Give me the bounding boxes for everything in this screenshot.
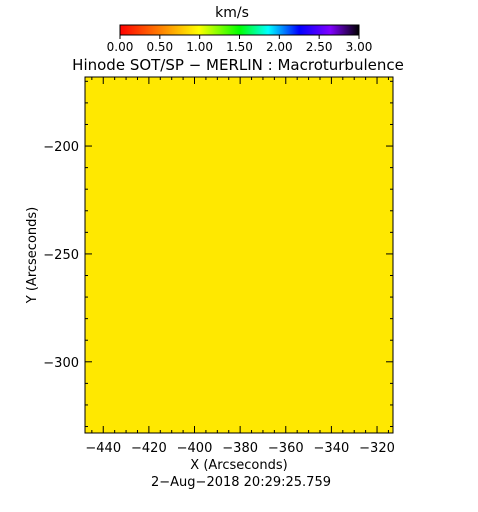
colorbar-unit: km/s <box>215 5 249 21</box>
x-tick-label: −420 <box>131 441 167 456</box>
chart-title: Hinode SOT/SP − MERLIN : Macroturbulence <box>72 56 404 74</box>
timestamp: 2−Aug−2018 20:29:25.759 <box>151 475 331 490</box>
x-tick-label: −340 <box>314 441 350 456</box>
y-tick-label: −250 <box>43 248 79 263</box>
x-axis-label: X (Arcseconds) <box>190 458 287 473</box>
colorbar-ticks: 0.00 0.50 1.00 1.50 2.00 2.50 3.00 <box>107 35 373 54</box>
x-tick-label: −360 <box>268 441 304 456</box>
colorbar-tick-label: 2.00 <box>266 40 293 54</box>
y-axis-label: Y (Arcseconds) <box>25 207 40 304</box>
y-tick-label: −200 <box>43 140 79 155</box>
x-tick-label: −380 <box>222 441 258 456</box>
colorbar-tick-label: 3.00 <box>346 40 373 54</box>
colorbar-tick-label: 2.50 <box>306 40 333 54</box>
x-tick-label: −320 <box>359 441 395 456</box>
x-tick-label: −400 <box>177 441 213 456</box>
colorbar-tick-label: 1.00 <box>186 40 213 54</box>
plot-frame <box>84 76 394 434</box>
heatmap-field <box>85 77 393 433</box>
x-axis: −440 −420 −400 −380 −360 −340 −320 <box>85 77 395 456</box>
colorbar-tick-label: 0.50 <box>146 40 173 54</box>
colorbar-tick-label: 1.50 <box>226 40 253 54</box>
colorbar <box>119 24 360 36</box>
y-tick-label: −300 <box>43 356 79 371</box>
y-axis: −200 −250 −300 <box>43 80 393 428</box>
x-tick-label: −440 <box>85 441 121 456</box>
colorbar-tick-label: 0.00 <box>107 40 134 54</box>
